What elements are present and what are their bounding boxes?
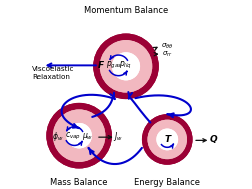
Circle shape	[142, 114, 193, 165]
Circle shape	[53, 109, 105, 162]
Circle shape	[156, 129, 178, 150]
Circle shape	[93, 33, 159, 99]
Circle shape	[66, 123, 92, 148]
Circle shape	[147, 120, 187, 159]
Text: Mass Balance: Mass Balance	[50, 178, 108, 187]
Text: $J_w$: $J_w$	[113, 129, 122, 143]
Text: Viscoelastic: Viscoelastic	[32, 66, 75, 72]
Text: $\mu_w$: $\mu_w$	[82, 131, 93, 142]
Circle shape	[100, 40, 152, 93]
Text: Relaxation: Relaxation	[32, 74, 70, 80]
Circle shape	[93, 33, 159, 99]
Circle shape	[46, 103, 112, 168]
Text: T: T	[164, 135, 170, 144]
Text: $\sigma_{\theta\theta}$: $\sigma_{\theta\theta}$	[161, 42, 173, 51]
Circle shape	[100, 40, 152, 93]
Circle shape	[53, 109, 105, 162]
Text: $c_{vap}$: $c_{vap}$	[65, 130, 81, 142]
Circle shape	[112, 52, 140, 80]
Text: Q: Q	[209, 135, 217, 144]
Text: F: F	[98, 61, 104, 70]
Text: $p_{gas}$: $p_{gas}$	[106, 60, 122, 71]
Circle shape	[112, 52, 140, 80]
Circle shape	[147, 120, 187, 159]
Circle shape	[66, 123, 92, 148]
Circle shape	[46, 103, 112, 168]
Text: Momentum Balance: Momentum Balance	[84, 5, 168, 15]
Text: $p_{liq}$: $p_{liq}$	[118, 60, 132, 71]
Circle shape	[156, 129, 178, 150]
Text: $\phi_w$: $\phi_w$	[52, 129, 64, 143]
Text: $\sigma_{rr}$: $\sigma_{rr}$	[162, 50, 172, 59]
Circle shape	[142, 114, 193, 165]
Text: Energy Balance: Energy Balance	[134, 178, 200, 187]
